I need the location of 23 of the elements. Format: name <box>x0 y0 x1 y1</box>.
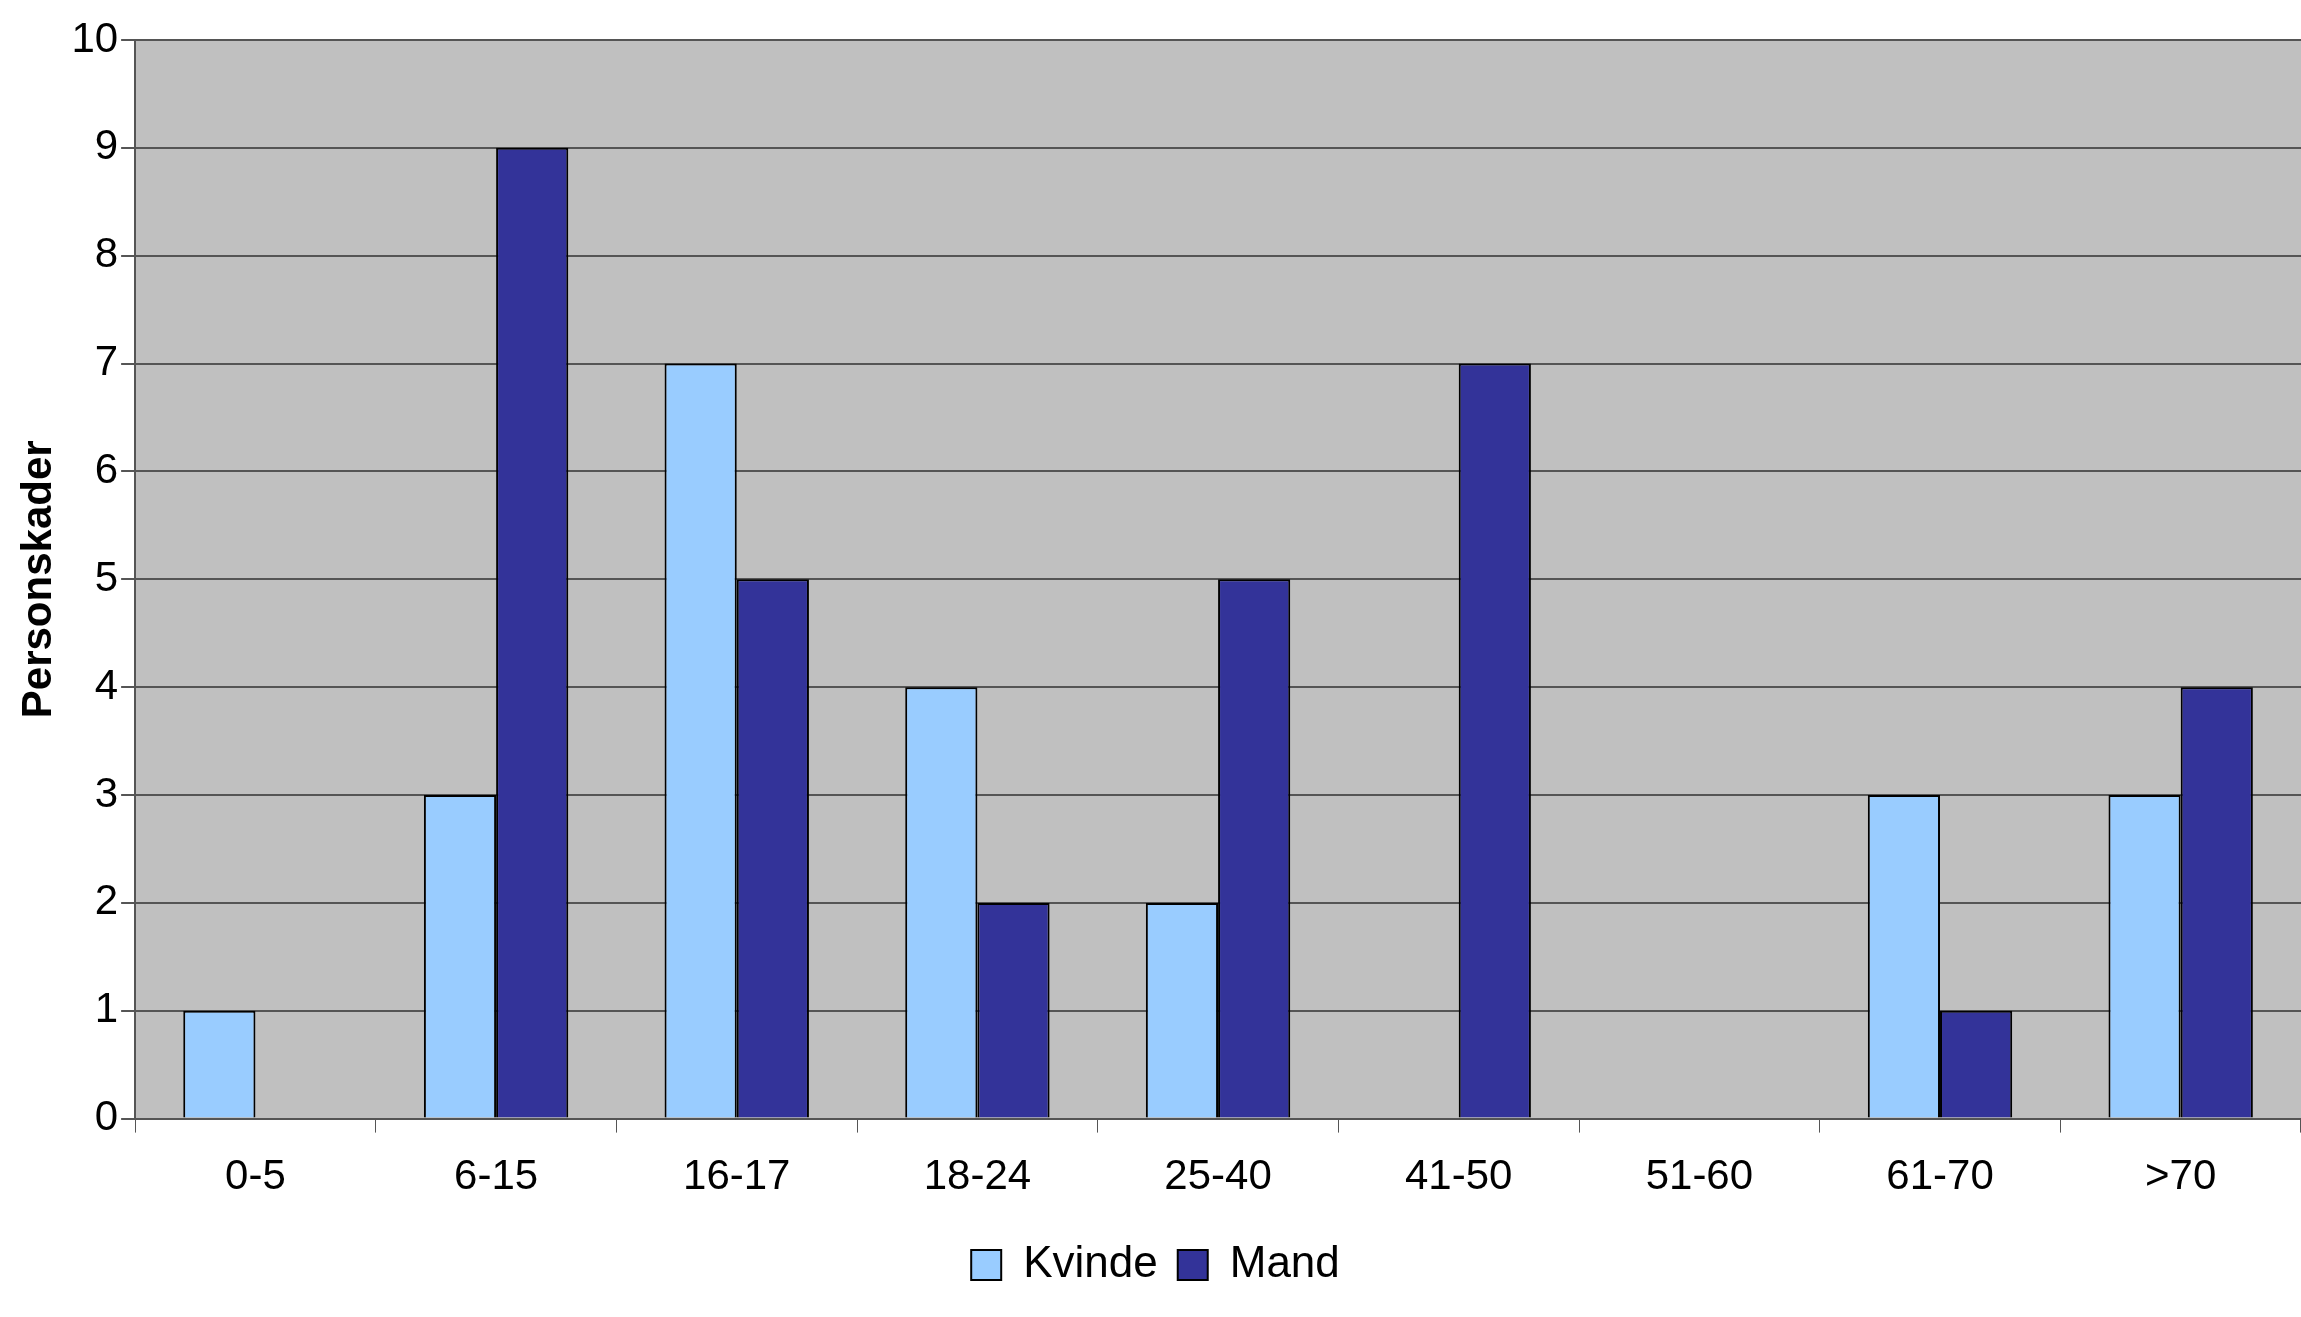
x-tick-label: 61-70 <box>1886 1151 1994 1199</box>
y-tick-label: 0 <box>94 1092 119 1140</box>
y-tick-label: 6 <box>94 445 119 493</box>
y-tick-label: 8 <box>94 229 119 277</box>
y-tick-label: 10 <box>71 13 119 61</box>
y-tick-label: 7 <box>94 337 119 385</box>
y-axis-title: Personskader <box>12 440 60 719</box>
y-tick-label: 5 <box>94 552 119 600</box>
y-tick-label: 2 <box>94 876 119 924</box>
x-tick-label: >70 <box>2145 1151 2217 1199</box>
x-tick-label: 6-15 <box>454 1151 539 1199</box>
x-tick-label: 41-50 <box>1405 1151 1513 1199</box>
x-tick-label: 51-60 <box>1645 1151 1754 1199</box>
legend-label: Kvinde <box>1023 1237 1158 1287</box>
y-tick-label: 4 <box>94 660 119 708</box>
x-tick-label: 0-5 <box>225 1151 286 1199</box>
x-tick-label: 25-40 <box>1164 1151 1272 1199</box>
y-tick-label: 3 <box>94 768 119 816</box>
y-tick-label: 1 <box>94 984 119 1032</box>
legend-label: Mand <box>1229 1237 1340 1287</box>
x-tick-label: 18-24 <box>923 1151 1032 1199</box>
x-tick-label: 16-17 <box>683 1151 791 1199</box>
y-tick-label: 9 <box>94 121 119 169</box>
